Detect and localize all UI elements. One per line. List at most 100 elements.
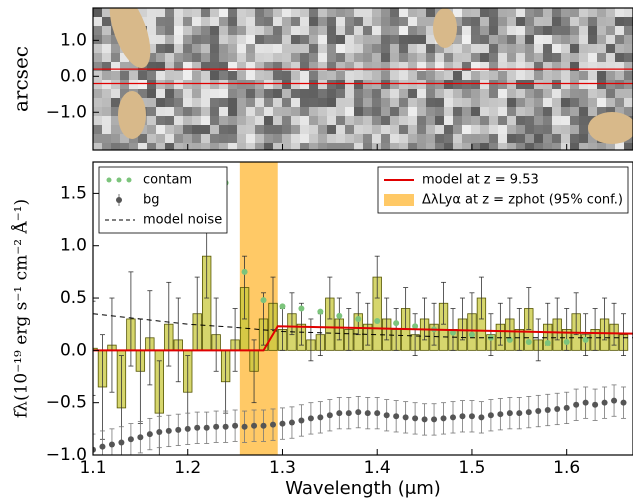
image-pixel (615, 80, 624, 89)
image-pixel (615, 71, 624, 80)
image-pixel (102, 8, 111, 17)
image-pixel (489, 107, 498, 116)
image-pixel (102, 134, 111, 143)
image-pixel (102, 44, 111, 53)
top-frame (92, 7, 633, 151)
image-pixel (597, 62, 606, 71)
image-pixel (156, 35, 165, 44)
image-pixel (282, 134, 291, 143)
mask-region (109, 8, 151, 68)
image-pixel (228, 125, 237, 134)
image-pixel (219, 71, 228, 80)
image-pixel (408, 125, 417, 134)
image-pixel (615, 89, 624, 98)
image-pixel (309, 134, 318, 143)
image-pixel (255, 17, 264, 26)
image-pixel (444, 62, 453, 71)
image-pixel (534, 125, 543, 134)
image-pixel (435, 80, 444, 89)
image-pixel (210, 8, 219, 17)
image-pixel (624, 44, 633, 53)
image-pixel (480, 44, 489, 53)
image-pixel (363, 71, 372, 80)
contam-point (544, 340, 551, 347)
image-pixel (489, 80, 498, 89)
image-pixel (183, 125, 192, 134)
image-pixel (147, 26, 156, 35)
image-pixel (255, 143, 264, 150)
image-pixel (381, 17, 390, 26)
image-pixel (183, 26, 192, 35)
image-pixel (399, 80, 408, 89)
image-pixel (264, 116, 273, 125)
image-pixel (516, 44, 525, 53)
image-pixel (246, 143, 255, 150)
image-pixel (165, 26, 174, 35)
y-tick-label: −1.0 (46, 445, 87, 465)
image-pixel (300, 80, 309, 89)
image-pixel (210, 53, 219, 62)
image-pixel (543, 98, 552, 107)
image-pixel (318, 98, 327, 107)
image-pixel (543, 134, 552, 143)
image-pixel (462, 107, 471, 116)
image-pixel (588, 35, 597, 44)
image-pixel (318, 80, 327, 89)
image-pixel (174, 8, 183, 17)
image-pixel (237, 53, 246, 62)
image-pixel (534, 98, 543, 107)
image-pixel (480, 26, 489, 35)
contam-point (374, 318, 381, 325)
image-pixel (219, 107, 228, 116)
image-pixel (156, 116, 165, 125)
image-pixel (93, 89, 102, 98)
image-pixel (291, 53, 300, 62)
image-pixel (219, 8, 228, 17)
image-pixel (570, 80, 579, 89)
image-pixel (246, 35, 255, 44)
image-pixel (102, 143, 111, 150)
image-pixel (399, 26, 408, 35)
y-tick-label: −0.5 (46, 393, 87, 413)
bg-point (374, 410, 381, 417)
image-pixel (210, 125, 219, 134)
image-pixel (552, 71, 561, 80)
image-pixel (408, 53, 417, 62)
image-pixel (309, 143, 318, 150)
image-pixel (435, 89, 444, 98)
image-pixel (534, 44, 543, 53)
image-pixel (570, 116, 579, 125)
image-pixel (354, 134, 363, 143)
image-pixel (588, 17, 597, 26)
image-pixel (462, 35, 471, 44)
legend-label: contam (143, 173, 192, 188)
image-pixel (165, 71, 174, 80)
image-pixel (345, 98, 354, 107)
y-axis-label: fλ(10⁻¹⁹ erg s⁻¹ cm⁻² Å⁻¹) (11, 199, 32, 418)
image-pixel (219, 143, 228, 150)
image-pixel (336, 116, 345, 125)
image-pixel (237, 44, 246, 53)
image-pixel (327, 26, 336, 35)
image-pixel (462, 26, 471, 35)
image-pixel (255, 8, 264, 17)
image-pixel (570, 17, 579, 26)
image-pixel (210, 89, 219, 98)
image-pixel (219, 35, 228, 44)
image-pixel (543, 71, 552, 80)
bg-point (298, 417, 305, 424)
image-pixel (219, 17, 228, 26)
image-pixel (174, 89, 183, 98)
image-pixel (138, 89, 147, 98)
image-pixel (426, 134, 435, 143)
axes: 1.0 0.0 −1.0 arcsec −1.0 −0.5 0.0 0.5 1.0 1.5 1.1 1… (9, 7, 633, 499)
image-pixel (597, 143, 606, 150)
image-pixel (507, 143, 516, 150)
image-pixel (354, 44, 363, 53)
image-pixel (390, 98, 399, 107)
image-pixel (444, 44, 453, 53)
bg-point (137, 434, 144, 441)
image-pixel (543, 107, 552, 116)
image-pixel (417, 134, 426, 143)
image-pixel (102, 53, 111, 62)
